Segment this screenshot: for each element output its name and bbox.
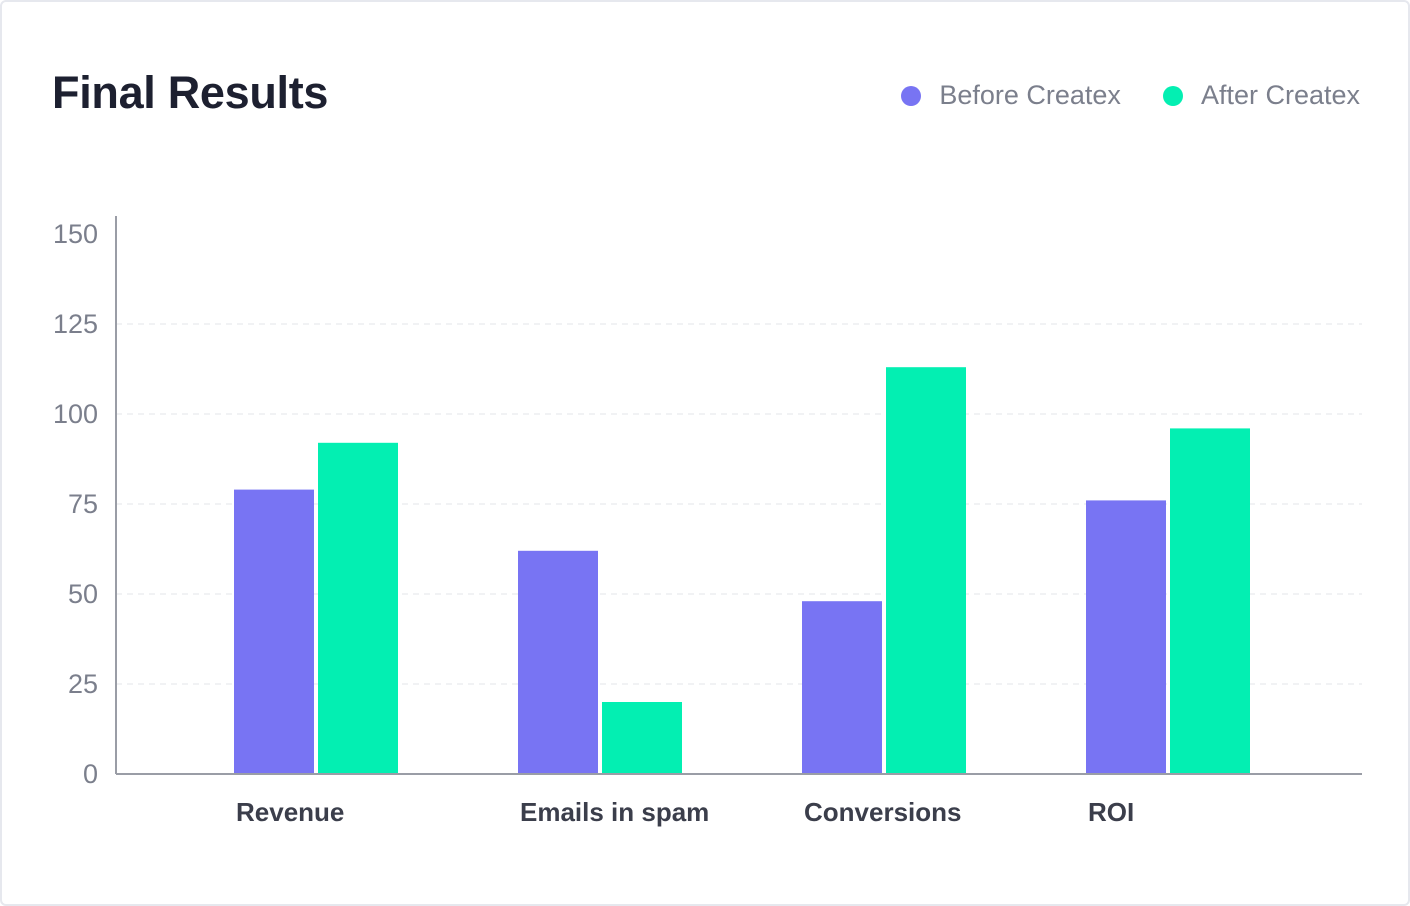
legend-label-after: After Createx bbox=[1200, 80, 1360, 110]
legend-label-before: Before Createx bbox=[939, 80, 1121, 110]
legend-dot-before-icon bbox=[901, 85, 922, 106]
chart-legend: Before Createx After Createx bbox=[901, 80, 1360, 111]
chart-title: Final Results bbox=[52, 67, 329, 118]
legend-item-before: Before Createx bbox=[901, 80, 1121, 111]
legend-item-after: After Createx bbox=[1162, 80, 1360, 111]
legend-dot-after-icon bbox=[1162, 85, 1183, 106]
